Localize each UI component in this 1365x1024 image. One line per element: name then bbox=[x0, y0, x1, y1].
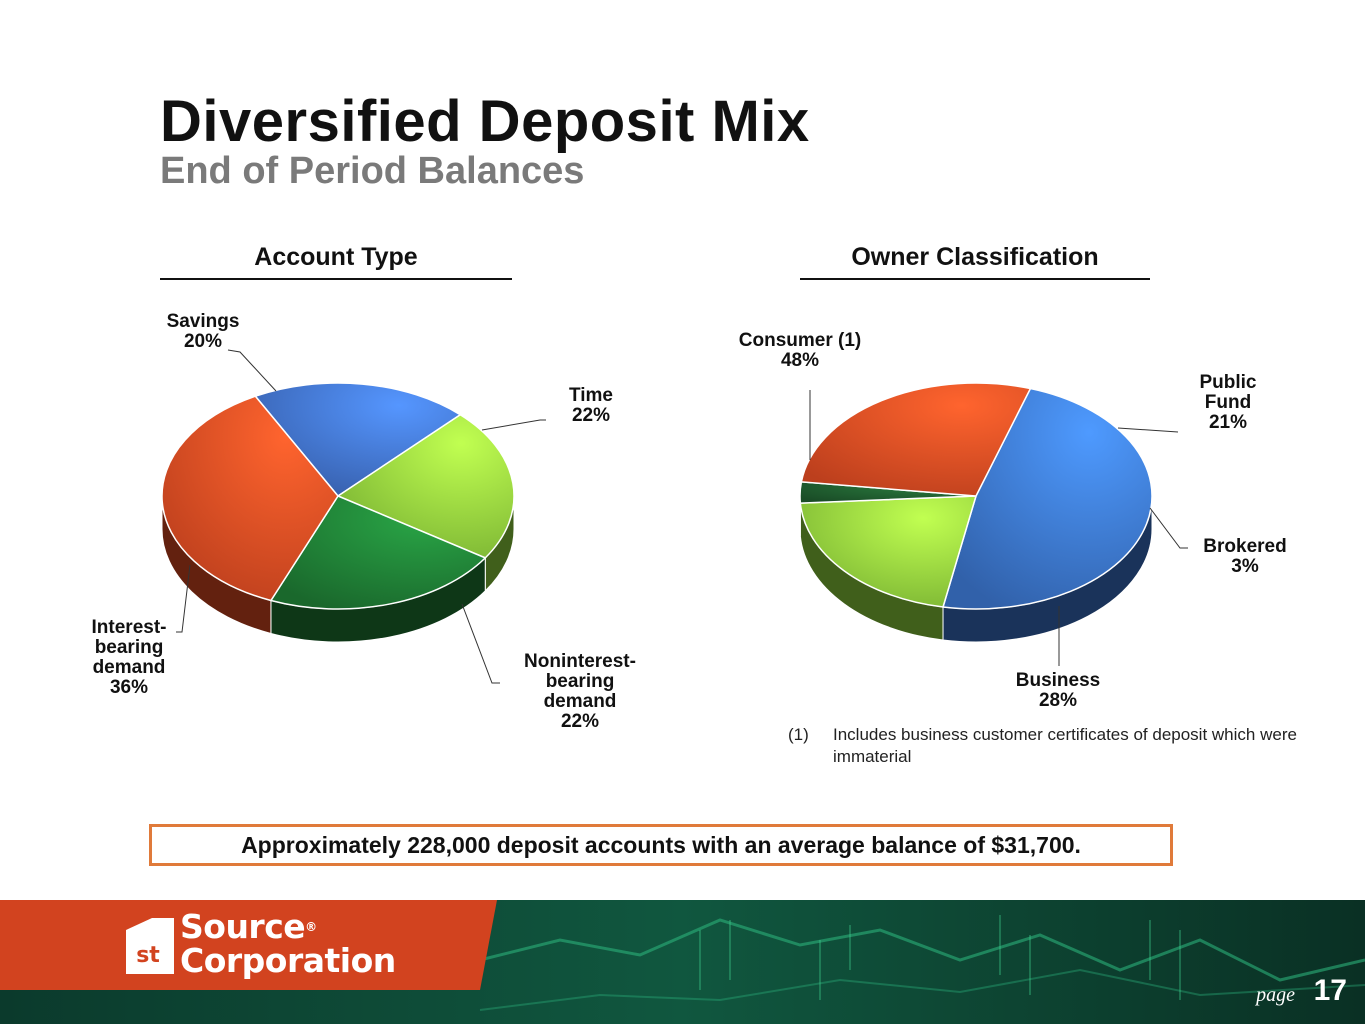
slice-label-interest-bearing-demand: Interest- bearing demand 36% bbox=[91, 617, 167, 698]
pie-charts bbox=[161, 349, 1188, 684]
footer-background-art bbox=[0, 900, 1365, 1024]
leader-line-public-fund bbox=[1117, 427, 1179, 433]
logo-line-1: Source bbox=[180, 907, 306, 946]
page-subtitle: End of Period Balances bbox=[160, 150, 585, 192]
leader-line-noninterest-bearing-demand bbox=[461, 603, 500, 684]
page-title: Diversified Deposit Mix bbox=[160, 89, 810, 154]
footer-band bbox=[0, 900, 1365, 1024]
slice-savings bbox=[254, 382, 462, 497]
slice-time bbox=[336, 413, 515, 559]
leader-line-brokered bbox=[1149, 507, 1188, 549]
page-number: 17 bbox=[1313, 974, 1347, 1007]
leader-line-interest-bearing-demand bbox=[176, 564, 191, 633]
logo-registered: ® bbox=[305, 920, 317, 934]
slice-label-brokered: Brokered 3% bbox=[1203, 536, 1287, 577]
logo-icon: st bbox=[126, 918, 174, 974]
leader-line-savings bbox=[227, 349, 277, 392]
chart-title-owner-classification: Owner Classification bbox=[851, 243, 1099, 271]
slice-label-business: Business 28% bbox=[1015, 670, 1101, 711]
chart-title-underline-account-type bbox=[160, 278, 512, 280]
leader-line-time bbox=[481, 419, 546, 431]
pie-chart-owner-classification bbox=[799, 382, 1188, 666]
slice-consumer-1 bbox=[942, 387, 1153, 610]
slice-label-savings: Savings 20% bbox=[166, 311, 240, 352]
footnote-marker: (1) bbox=[788, 725, 809, 744]
logo-line-2: Corporation bbox=[180, 941, 396, 980]
callout-text: Approximately 228,000 deposit accounts w… bbox=[241, 831, 1081, 858]
logo-wordmark: Source® Corporation bbox=[180, 910, 396, 978]
chart-title-account-type: Account Type bbox=[254, 243, 418, 271]
slice-label-time: Time 22% bbox=[568, 385, 613, 426]
slice-interest-bearing-demand bbox=[161, 395, 339, 602]
callout-box: Approximately 228,000 deposit accounts w… bbox=[149, 824, 1173, 866]
page-word: page bbox=[1256, 984, 1295, 1006]
pie-chart-account-type bbox=[161, 349, 546, 684]
slice-noninterest-bearing-demand bbox=[269, 495, 487, 610]
slice-label-public-fund: Public Fund 21% bbox=[1199, 372, 1257, 433]
slice-label-noninterest-bearing-demand: Noninterest- bearing demand 22% bbox=[524, 651, 636, 732]
slice-public-fund bbox=[799, 495, 978, 608]
chart-title-underline-owner-classification bbox=[800, 278, 1150, 280]
logo-mark-text: st bbox=[136, 943, 160, 968]
slice-label-consumer: Consumer (1) 48% bbox=[738, 330, 862, 371]
footnote-text: Includes business customer certificates … bbox=[833, 725, 1297, 766]
